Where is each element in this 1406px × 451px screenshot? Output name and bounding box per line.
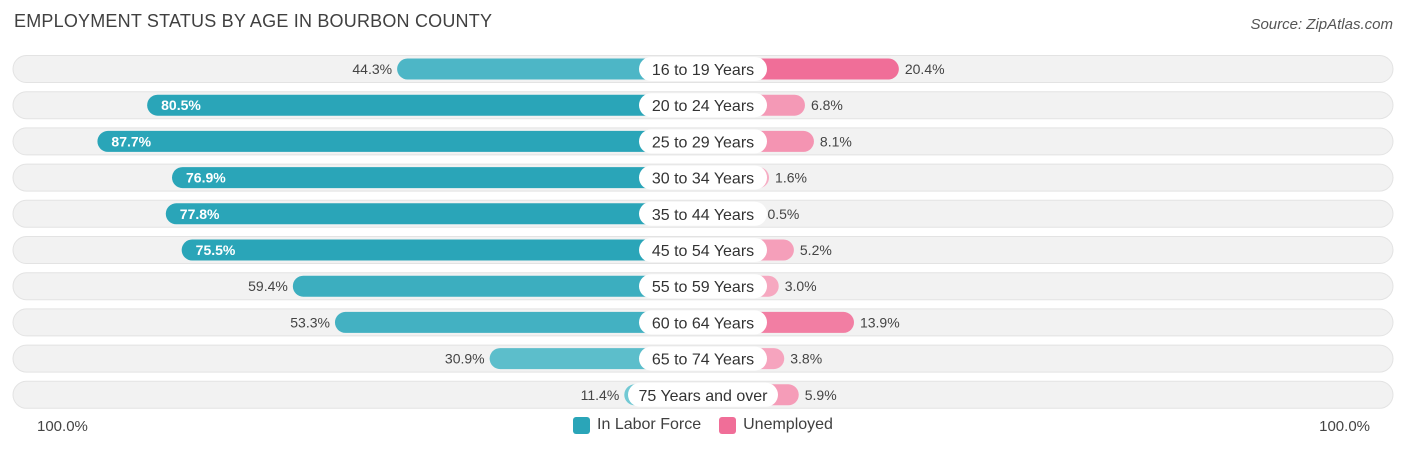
- category-label: 65 to 74 Years: [652, 352, 754, 369]
- chart-row: 44.3% 20.4% 16 to 19 Years: [12, 55, 1394, 83]
- category-pill: [639, 129, 767, 154]
- category-pill: [639, 310, 767, 335]
- category-label: 30 to 34 Years: [652, 171, 754, 188]
- labor-bar: [97, 130, 703, 152]
- labor-value-label: 77.8%: [180, 206, 220, 222]
- labor-value-label: 75.5%: [196, 242, 236, 258]
- category-label: 25 to 29 Years: [652, 134, 754, 151]
- labor-bar: [181, 239, 704, 261]
- chart-row: 80.5% 6.8% 20 to 24 Years: [12, 91, 1394, 120]
- category-label: 45 to 54 Years: [652, 243, 754, 260]
- unemployed-value-label: 3.8%: [790, 351, 822, 367]
- axis-right-label: 100.0%: [1319, 418, 1370, 435]
- category-pill: [639, 238, 767, 262]
- labor-value-label: 87.7%: [111, 133, 151, 149]
- unemployed-value-label: 0.5%: [767, 206, 799, 222]
- labor-value-label: 80.5%: [161, 97, 201, 113]
- category-label: 20 to 24 Years: [652, 98, 754, 115]
- labor-bar: [147, 94, 703, 116]
- category-pill: [639, 346, 767, 371]
- labor-bar: [334, 311, 703, 333]
- chart-row: 76.9% 1.6% 30 to 34 Years: [12, 163, 1394, 192]
- chart-row: 75.5% 5.2% 45 to 54 Years: [12, 236, 1394, 264]
- labor-bar: [165, 203, 703, 225]
- unemployed-value-label: 6.8%: [811, 97, 843, 113]
- category-pill: [628, 382, 778, 407]
- category-label: 60 to 64 Years: [652, 315, 754, 332]
- legend: In Labor Force Unemployed: [0, 416, 1406, 434]
- labor-value-label: 11.4%: [581, 387, 620, 403]
- labor-value-label: 30.9%: [445, 351, 485, 367]
- category-pill: [639, 201, 767, 226]
- category-label: 35 to 44 Years: [652, 207, 754, 224]
- axis-left-label: 100.0%: [37, 418, 88, 435]
- labor-bar: [397, 58, 703, 80]
- category-label: 55 to 59 Years: [652, 279, 754, 296]
- unemployed-value-label: 3.0%: [785, 278, 817, 294]
- category-pill: [639, 274, 767, 299]
- diverging-bar-chart: 44.3% 20.4% 16 to 19 Years 80.5% 6.8% 20 to 2…: [12, 55, 1394, 409]
- chart-row: 87.7% 8.1% 25 to 29 Years: [12, 127, 1394, 156]
- chart-title: EMPLOYMENT STATUS BY AGE IN BOURBON COUN…: [14, 11, 493, 31]
- chart-row: 59.4% 3.0% 55 to 59 Years: [12, 272, 1394, 301]
- unemployed-value-label: 5.9%: [805, 387, 837, 403]
- category-pill: [639, 165, 767, 190]
- labor-value-label: 53.3%: [290, 314, 330, 330]
- unemployed-value-label: 1.6%: [775, 170, 807, 186]
- legend-label-unemployed: Unemployed: [743, 416, 833, 433]
- labor-value-label: 76.9%: [186, 170, 226, 186]
- category-pill: [639, 57, 767, 81]
- chart-row: 30.9% 3.8% 65 to 74 Years: [12, 344, 1394, 373]
- legend-swatch-labor: [573, 416, 591, 434]
- labor-bar: [292, 275, 703, 297]
- legend-swatch-unemployed: [719, 416, 737, 434]
- category-label: 75 Years and over: [639, 388, 769, 405]
- legend-item-unemployed: Unemployed: [719, 416, 833, 434]
- chart-row: 53.3% 13.9% 60 to 64 Years: [12, 308, 1394, 337]
- unemployed-value-label: 8.1%: [820, 133, 852, 149]
- unemployed-value-label: 20.4%: [905, 61, 945, 77]
- labor-bar: [172, 167, 703, 189]
- unemployed-value-label: 13.9%: [860, 314, 900, 330]
- unemployed-value-label: 5.2%: [800, 242, 832, 258]
- labor-value-label: 59.4%: [248, 278, 288, 294]
- category-label: 16 to 19 Years: [652, 62, 754, 79]
- chart-row: 77.8% 0.5% 35 to 44 Years: [12, 199, 1394, 228]
- labor-value-label: 44.3%: [352, 61, 392, 77]
- source-label: Source: ZipAtlas.com: [1250, 16, 1393, 33]
- category-pill: [639, 93, 767, 118]
- legend-item-labor: In Labor Force: [573, 416, 701, 434]
- chart-row: 11.4% 5.9% 75 Years and over: [12, 380, 1394, 409]
- legend-label-labor: In Labor Force: [597, 416, 702, 433]
